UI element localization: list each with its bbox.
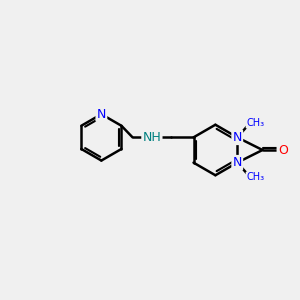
Text: CH₃: CH₃ xyxy=(247,118,265,128)
Text: O: O xyxy=(278,143,288,157)
Text: N: N xyxy=(232,131,242,144)
Text: N: N xyxy=(232,156,242,169)
Text: N: N xyxy=(97,108,106,121)
Text: CH₃: CH₃ xyxy=(247,172,265,182)
Text: NH: NH xyxy=(142,131,161,144)
